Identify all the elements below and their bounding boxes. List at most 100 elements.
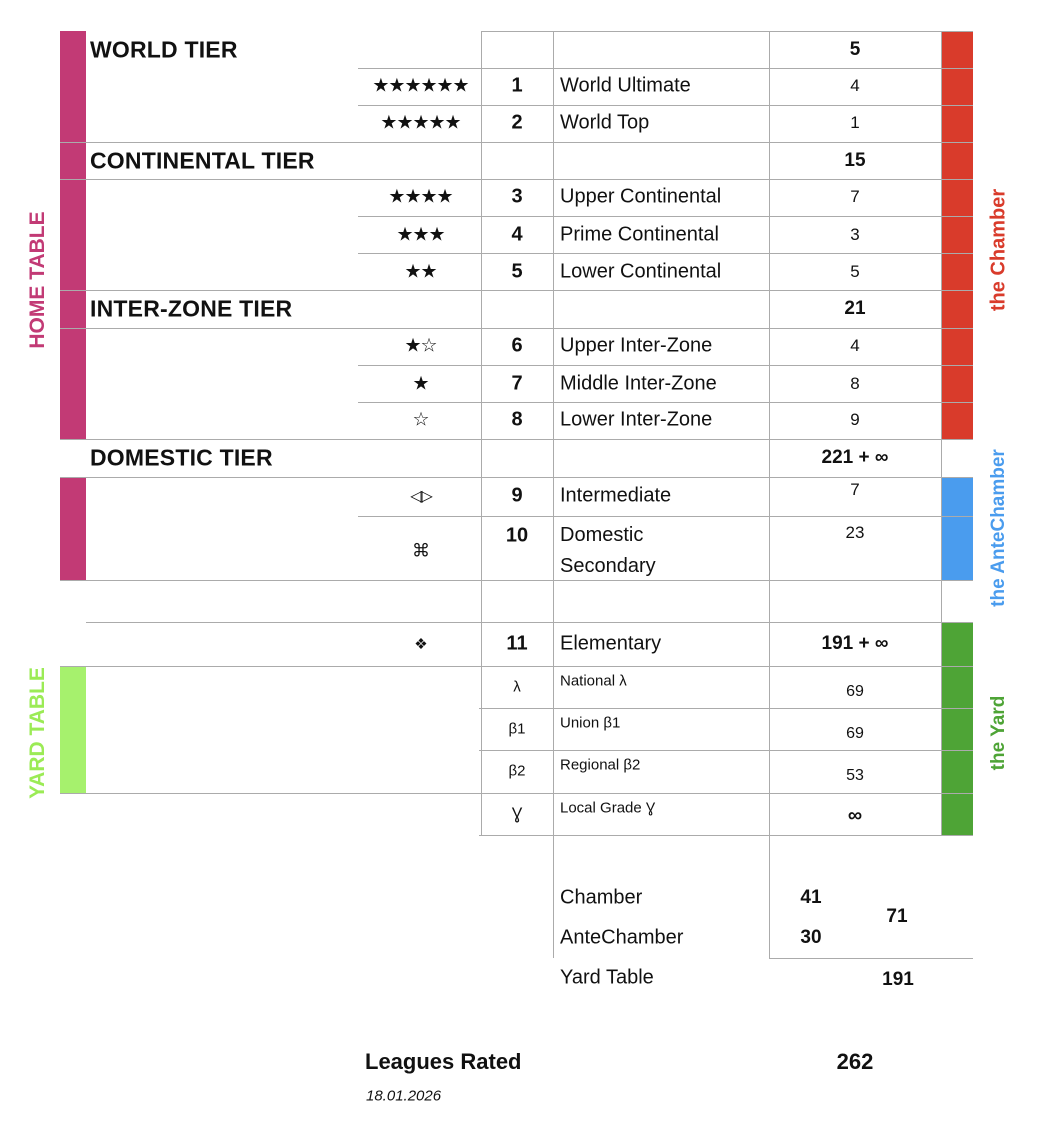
rating-symbol: ★★ [404,261,437,283]
league-count: 23 [845,523,865,542]
antechamber-label: the AnteChamber [988,449,1009,607]
yard-label: the Yard [988,695,1009,771]
grid-hline [60,439,973,440]
league-count: 4 [850,76,860,95]
league-name: Lower Inter-Zone [560,408,713,431]
rank-number: 8 [511,408,523,431]
grid-hline [769,958,973,959]
league-count: 3 [850,225,860,244]
tier-total-world: 5 [849,39,861,60]
league-count: 9 [850,410,860,429]
tier-total-domestic: 221 + ∞ [821,447,889,468]
summary-chamber-value: 41 [800,887,822,908]
league-count: 4 [850,336,860,355]
grid-hline [358,516,973,517]
league-name: Prime Continental [560,223,719,246]
rating-symbol: ★★★★★★ [372,75,469,97]
grade-symbol: β2 [508,762,526,780]
grid-vline [553,31,554,958]
grade-count: ∞ [847,804,863,827]
grid-hline [60,179,973,180]
grid-hline [358,365,973,366]
rank-number: 9 [511,484,523,507]
rating-symbol: ★★★★ [388,186,453,208]
grade-name: Union β1 [560,714,621,732]
tier-header-continental: CONTINENTAL TIER [90,147,315,174]
league-name: Lower Continental [560,260,722,283]
home-table-label: HOME TABLE [26,211,49,349]
yard-table-label: YARD TABLE [26,667,49,799]
summary-combined-value: 71 [886,906,908,927]
tier-header-world: WORLD TIER [90,36,238,63]
tier-total-interzone: 21 [844,298,866,319]
league-name: Upper Continental [560,185,722,208]
grid-hline [86,622,973,623]
grade-symbol: λ [513,678,521,696]
chamber-label: the Chamber [987,188,1010,312]
tier-header-domestic: DOMESTIC TIER [90,444,273,471]
grid-hline [358,216,973,217]
rank-number: 1 [511,74,523,97]
league-count: 1 [850,113,860,132]
rating-symbol: ◁▷ [410,488,433,505]
summary-yard-value: 191 [882,969,914,990]
tier-header-interzone: INTER-ZONE TIER [90,295,293,322]
grade-count: 53 [846,767,864,784]
rank-number: 7 [511,372,523,395]
grid-vline [481,31,482,835]
league-name: Middle Inter-Zone [560,372,717,395]
grade-symbol: Ɣ [511,804,523,823]
league-name: World Ultimate [560,74,691,97]
report-date: 18.01.2026 [366,1087,442,1105]
league-count: 7 [850,187,860,206]
grid-hline [358,402,973,403]
rank-number: 10 [505,524,529,547]
grid-hline [358,68,973,69]
grade-count: 69 [846,725,864,742]
grid-hline [60,142,973,143]
rating-symbol: ☆ [412,409,429,431]
grid-hline [60,793,973,794]
chamber-bar [941,31,973,439]
yard-bar [941,622,973,835]
grid-hline [358,105,973,106]
grid-hline [60,477,973,478]
grid-hline [479,708,973,709]
summary-antechamber-value: 30 [800,927,822,948]
grade-count: 69 [846,683,864,700]
rank-number: 6 [511,334,523,357]
rating-symbol: ★★★★★ [380,112,461,134]
rank-number: 5 [511,260,523,283]
summary-chamber-label: Chamber [560,886,643,909]
league-name: Elementary [560,632,662,655]
rank-number: 2 [511,111,523,134]
league-count: 7 [850,480,860,499]
grade-name: National λ [560,672,627,690]
home-table-bar-upper [60,31,86,439]
league-name: Domestic Secondary [560,524,656,577]
league-count: 191 + ∞ [821,633,889,654]
league-name: Upper Inter-Zone [560,334,713,357]
grid-hline [60,290,973,291]
yard-table-bar [60,666,86,793]
summary-antechamber-label: AnteChamber [560,926,684,949]
grid-hline [60,666,973,667]
antechamber-bar [941,477,973,580]
rating-symbol: ★☆ [404,335,437,357]
grid-vline [769,31,770,958]
grid-hline [481,31,973,32]
league-name: World Top [560,111,650,134]
grid-hline [358,253,973,254]
rank-number: 11 [506,632,528,655]
rating-symbol: ★ [412,373,429,395]
home-table-bar-lower [60,477,86,580]
league-count: 5 [850,262,860,281]
grade-symbol: β1 [508,720,526,738]
grid-hline [60,580,973,581]
grid-vline [941,31,942,835]
rating-symbol: ❖ [414,636,427,653]
grade-name: Regional β2 [560,756,641,774]
rating-symbol: ⌘ [412,540,430,561]
summary-yard-label: Yard Table [560,966,654,989]
